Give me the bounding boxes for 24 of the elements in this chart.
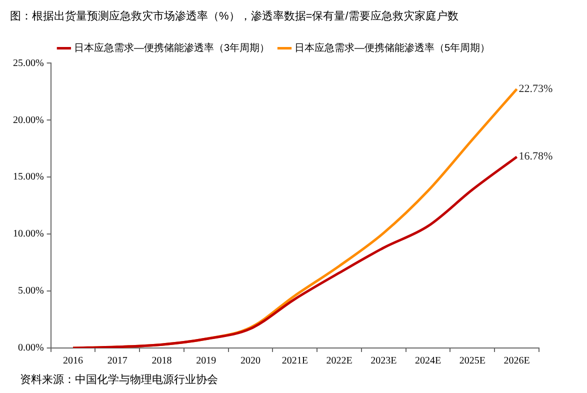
x-tick-label: 2021E <box>282 356 308 367</box>
x-tick-label: 2016 <box>63 356 84 367</box>
legend-label: 日本应急需求—便携储能渗透率（3年周期） <box>74 42 270 54</box>
x-tick-label: 2026E <box>504 356 530 367</box>
line-series <box>72 156 518 348</box>
text: 资料来源：中国化学与物理电源行业协会 <box>20 372 218 387</box>
x-tick-label: 2017 <box>107 356 128 367</box>
x-tick-label: 2019 <box>196 356 216 367</box>
data-label: 16.78% <box>518 150 553 163</box>
y-tick-label: 25.00% <box>12 58 44 69</box>
x-tick-label: 2024E <box>415 356 442 367</box>
y-tick-label: 20.00% <box>12 114 44 126</box>
x-tick-label: 2020 <box>240 356 261 367</box>
chart-title: 图：根据出货量预测应急救灾市场渗透率（%），渗透率数据=保有量/需要应急救灾家庭户数 <box>10 10 458 23</box>
x-tick-label: 2025E <box>459 356 486 367</box>
y-tick-label: 0.00% <box>18 342 44 354</box>
y-tick-label: 15.00% <box>12 172 44 183</box>
x-tick-label: 2023E <box>370 356 397 367</box>
legend-label: 日本应急需求—便携储能渗透率（5年周期） <box>294 42 490 54</box>
y-tick-label: 5.00% <box>18 286 44 297</box>
x-tick-label: 2018 <box>152 356 172 367</box>
y-tick-label: 10.00% <box>12 228 44 240</box>
data-label: 22.73% <box>518 82 553 95</box>
x-tick-label: 2022E <box>326 356 352 367</box>
